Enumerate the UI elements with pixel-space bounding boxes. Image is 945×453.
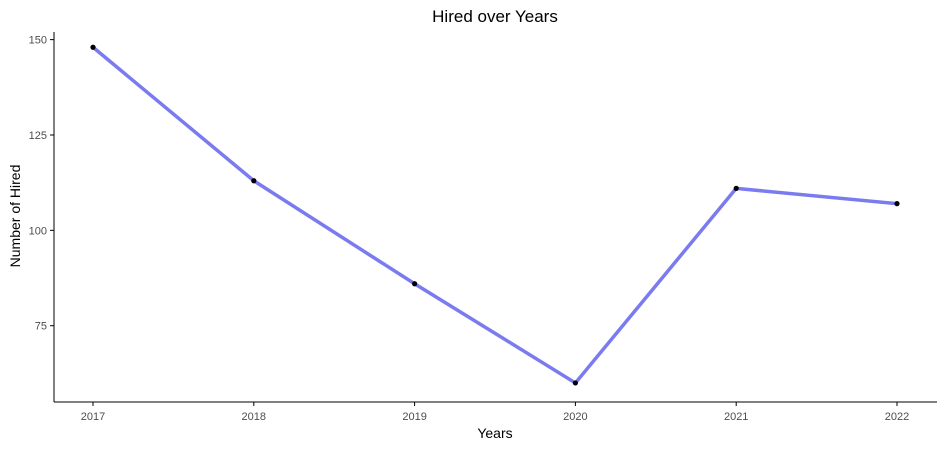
data-point	[894, 201, 900, 207]
y-tick-label: 125	[29, 130, 47, 142]
chart-title: Hired over Years	[432, 7, 558, 26]
y-tick-label: 100	[29, 225, 47, 237]
y-axis-title: Number of Hired	[7, 165, 23, 268]
x-axis-title: Years	[477, 425, 512, 441]
data-point	[572, 380, 579, 386]
data-point	[412, 281, 418, 287]
x-tick-label: 2019	[402, 411, 426, 423]
data-point	[90, 44, 96, 50]
x-tick-label: 2021	[724, 411, 748, 423]
plot-area: 75 100 125 150 2017 2018 2019 2020 2021 2022	[29, 32, 937, 423]
data-point	[251, 178, 257, 184]
data-point	[733, 185, 739, 191]
series-line	[91, 45, 899, 385]
x-tick-label: 2020	[563, 411, 587, 423]
y-tick-label: 150	[29, 35, 47, 47]
x-tick-label: 2017	[81, 411, 105, 423]
x-tick-label: 2022	[885, 411, 909, 423]
x-tick-label: 2018	[242, 411, 266, 423]
y-tick-label: 75	[35, 321, 47, 333]
